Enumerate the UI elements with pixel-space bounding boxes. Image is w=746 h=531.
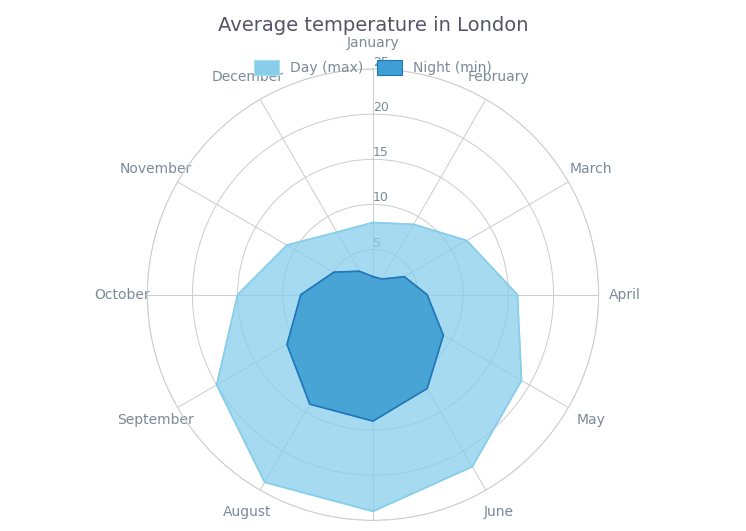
Polygon shape [287, 271, 443, 421]
Text: Average temperature in London: Average temperature in London [218, 16, 528, 35]
Legend: Day (max), Night (min): Day (max), Night (min) [248, 55, 498, 81]
Polygon shape [216, 222, 521, 511]
